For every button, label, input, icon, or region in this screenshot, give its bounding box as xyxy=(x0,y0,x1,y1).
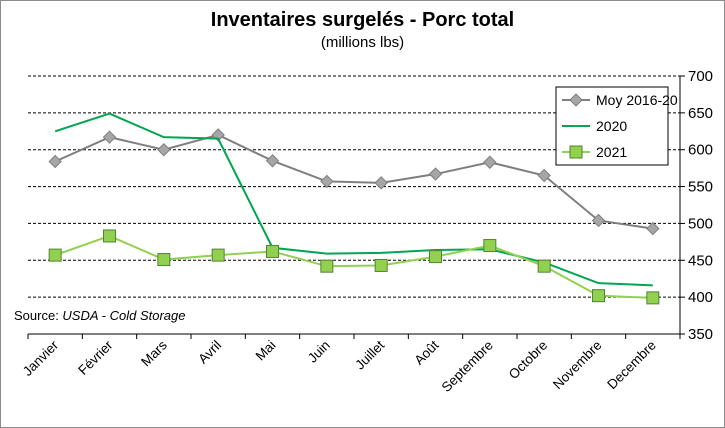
y-tick-label: 450 xyxy=(688,252,713,269)
legend-label: 2020 xyxy=(596,118,627,134)
data-point xyxy=(537,259,551,273)
gridlines xyxy=(28,75,680,298)
x-axis: Janvier Février Mars Avril Mai Juin Juillet Aoû… xyxy=(20,333,681,395)
data-point xyxy=(374,258,388,272)
y-tick-label: 550 xyxy=(688,179,713,196)
y-tick-label: 700 xyxy=(688,68,713,85)
data-point xyxy=(265,154,280,168)
source-name: USDA - Cold Storage xyxy=(62,308,185,323)
y-tick-label: 500 xyxy=(688,215,713,232)
x-tick-label: Septembre xyxy=(439,338,496,395)
x-tick-label: Juillet xyxy=(352,337,387,372)
series-lines xyxy=(48,112,660,305)
y-tick-label: 400 xyxy=(688,289,713,306)
x-tick-label: Janvier xyxy=(20,337,62,379)
x-tick-label: Février xyxy=(75,337,116,378)
data-point xyxy=(374,176,388,190)
data-point xyxy=(428,167,443,181)
legend-label: Moy 2016-20 xyxy=(596,92,678,108)
data-point xyxy=(646,221,660,236)
data-point xyxy=(48,248,62,262)
source-note: Source: USDA - Cold Storage xyxy=(14,308,186,323)
source-prefix: Source: xyxy=(14,308,62,323)
x-tick-label: Decembre xyxy=(604,338,659,393)
legend-label: 2021 xyxy=(596,144,627,160)
data-point xyxy=(157,253,171,267)
legend: Moy 2016-20 2020 2021 xyxy=(555,86,678,166)
series-line xyxy=(54,112,653,287)
data-point xyxy=(429,250,442,264)
legend-marker xyxy=(569,93,583,107)
data-point xyxy=(537,168,551,183)
x-tick-label: Mai xyxy=(253,338,279,364)
y-tick-label: 350 xyxy=(688,326,713,343)
x-tick-label: Août xyxy=(411,337,441,367)
data-point xyxy=(592,289,605,303)
data-point xyxy=(48,154,62,169)
legend-marker xyxy=(569,145,583,159)
x-tick-label: Avril xyxy=(195,338,224,367)
data-point xyxy=(483,155,497,169)
data-point xyxy=(211,248,225,262)
data-point xyxy=(646,291,660,305)
data-point xyxy=(320,259,334,273)
y-tick-label: 600 xyxy=(688,142,713,159)
x-tick-label: Mars xyxy=(138,337,170,369)
series-line xyxy=(54,234,653,299)
data-point xyxy=(591,213,606,228)
chart-subtitle: (millions lbs) xyxy=(320,34,405,51)
data-point xyxy=(157,143,171,157)
y-axis: 350 400 450 500 550 600 650 700 xyxy=(679,68,713,343)
series-line xyxy=(54,133,653,230)
x-tick-label: Juin xyxy=(305,338,333,366)
x-tick-label: Novembre xyxy=(550,338,605,393)
y-tick-label: 650 xyxy=(688,105,713,122)
data-point xyxy=(103,229,116,243)
data-point xyxy=(320,174,334,189)
data-point xyxy=(266,244,279,258)
chart-title: Inventaires surgelés - Porc total xyxy=(210,9,515,31)
data-point xyxy=(483,239,497,253)
x-tick-label: Octobre xyxy=(506,338,551,383)
data-point xyxy=(102,130,117,144)
